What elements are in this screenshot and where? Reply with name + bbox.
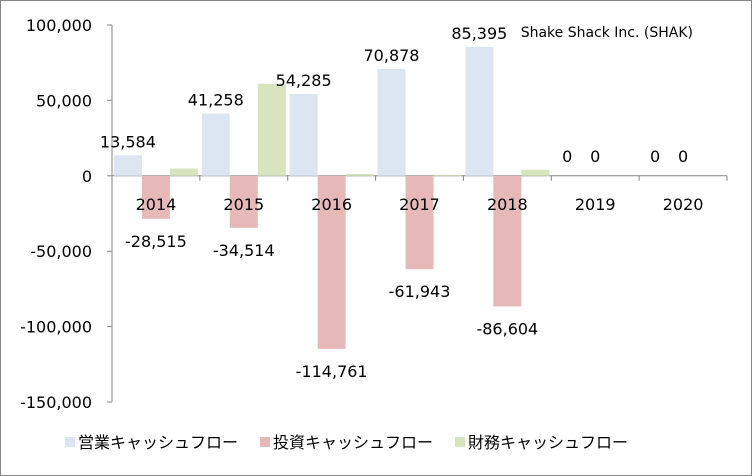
y-tick-label: 50,000 [36, 91, 92, 110]
legend-label-series-1: 営業キャッシュフロー [78, 433, 238, 452]
data-label: 0 [678, 147, 688, 166]
legend-swatch-series-3 [455, 437, 466, 447]
y-tick-label: -150,000 [20, 393, 92, 412]
y-tick-label: -50,000 [30, 242, 92, 261]
data-label: 0 [650, 147, 660, 166]
data-label: 41,258 [188, 91, 244, 110]
legend-swatch-series-1 [65, 437, 75, 447]
bar-2015-series-2 [229, 175, 258, 228]
data-label: -86,604 [476, 319, 538, 338]
data-labels: 13,584 -28,515 41,258 -34,514 54,285 -114,761… [100, 24, 688, 381]
x-category-label: 2016 [311, 195, 352, 214]
y-axis: 100,000 50,000 0 -50,000 -100,000 -150,000 [20, 16, 728, 412]
y-tick-label: 100,000 [26, 16, 92, 35]
x-category-label: 2020 [663, 195, 704, 214]
bar-2017-series-1 [377, 68, 406, 176]
bar-2015-series-3 [257, 83, 286, 176]
chart-title: Shake Shack Inc. (SHAK) [521, 25, 693, 41]
x-category-label: 2014 [136, 195, 177, 214]
bar-2017-series-3 [433, 174, 462, 176]
x-category-label: 2015 [223, 195, 264, 214]
x-category-label: 2018 [487, 195, 528, 214]
legend-label-series-2: 投資キャッシュフロー [273, 433, 433, 452]
legend-label-series-3: 財務キャッシュフロー [468, 433, 628, 452]
bar-2014-series-3 [169, 168, 198, 176]
bar-2016-series-3 [345, 173, 374, 176]
data-label: -61,943 [389, 282, 451, 301]
category-labels: 2014 2015 2016 2017 2018 2019 2020 [136, 195, 704, 214]
bar-2016-series-2 [317, 175, 346, 349]
bar-2018-series-2 [493, 175, 522, 307]
data-label: 0 [590, 147, 600, 166]
data-label: 0 [562, 147, 572, 166]
x-category-label: 2019 [575, 195, 616, 214]
data-label: -34,514 [213, 241, 275, 260]
x-category-label: 2017 [399, 195, 440, 214]
bar-2015-series-1 [201, 113, 230, 176]
data-label: 54,285 [276, 71, 332, 90]
data-label: -28,515 [125, 232, 187, 251]
y-tick-label: 0 [82, 167, 92, 186]
bars [113, 47, 550, 349]
data-label: 13,584 [100, 132, 156, 151]
bar-2017-series-2 [405, 175, 434, 270]
bar-2018-series-1 [465, 47, 494, 176]
legend: 営業キャッシュフロー 投資キャッシュフロー 財務キャッシュフロー [65, 433, 628, 452]
bar-2018-series-3 [521, 169, 550, 176]
data-label: 85,395 [451, 24, 507, 43]
data-label: -114,761 [296, 362, 368, 381]
bar-2014-series-2 [141, 175, 170, 219]
data-label: 70,878 [364, 46, 420, 65]
bar-2014-series-1 [113, 155, 142, 176]
y-tick-label: -100,000 [20, 318, 92, 337]
legend-swatch-series-2 [260, 437, 271, 447]
bar-2016-series-1 [289, 93, 318, 176]
